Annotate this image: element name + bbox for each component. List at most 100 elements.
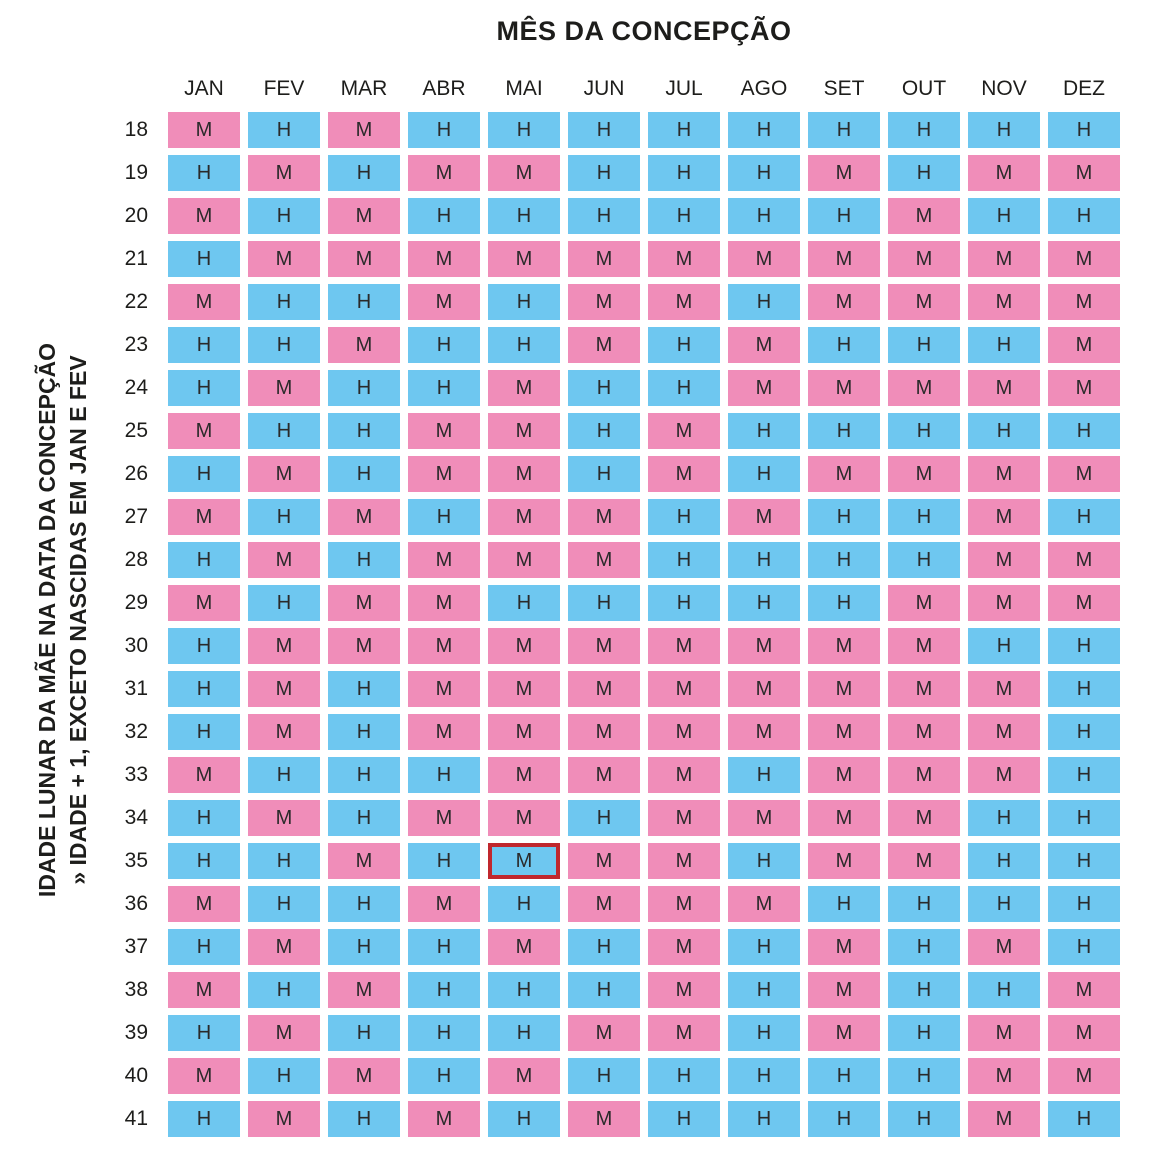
cell-34-abr: M [408, 800, 480, 836]
age-label-26: 26 [124, 462, 148, 485]
cell-29-fev: H [248, 585, 320, 621]
cell-23-set: H [808, 327, 880, 363]
age-label-28: 28 [124, 548, 148, 571]
cell-19-mai: M [488, 155, 560, 191]
cell-20-mai: H [488, 198, 560, 234]
cell-33-jul: M [648, 757, 720, 793]
cell-27-nov: M [968, 499, 1040, 535]
cell-30-jul: M [648, 628, 720, 664]
cell-19-fev: M [248, 155, 320, 191]
cell-38-jan: M [168, 972, 240, 1008]
cell-38-mar: M [328, 972, 400, 1008]
age-label-23: 23 [124, 333, 148, 356]
cell-32-nov: M [968, 714, 1040, 750]
cell-22-fev: H [248, 284, 320, 320]
cell-41-mar: H [328, 1101, 400, 1137]
cell-18-nov: H [968, 112, 1040, 148]
cell-33-mai: M [488, 757, 560, 793]
cell-41-out: H [888, 1101, 960, 1137]
age-label-40: 40 [124, 1064, 148, 1087]
cell-37-dez: H [1048, 929, 1120, 965]
age-label-18: 18 [124, 118, 148, 141]
cell-23-fev: H [248, 327, 320, 363]
cell-19-dez: M [1048, 155, 1120, 191]
y-axis-label-line1: IDADE LUNAR DA MÃE NA DATA DA CONCEPÇÃO [34, 342, 60, 898]
cell-23-jul: H [648, 327, 720, 363]
cell-30-set: M [808, 628, 880, 664]
cell-21-ago: M [728, 241, 800, 277]
month-header-set: SET [823, 77, 865, 100]
cell-27-ago: M [728, 499, 800, 535]
cell-23-ago: M [728, 327, 800, 363]
cell-41-fev: M [248, 1101, 320, 1137]
cell-39-fev: M [248, 1015, 320, 1051]
cell-23-jun: M [568, 327, 640, 363]
cell-20-abr: H [408, 198, 480, 234]
cell-26-out: M [888, 456, 960, 492]
cell-19-ago: H [728, 155, 800, 191]
cell-19-jul: H [648, 155, 720, 191]
cell-23-out: H [888, 327, 960, 363]
cell-35-ago: H [728, 843, 800, 879]
cell-32-set: M [808, 714, 880, 750]
cell-22-jun: M [568, 284, 640, 320]
cell-41-mai: H [488, 1101, 560, 1137]
cell-29-mai: H [488, 585, 560, 621]
age-label-31: 31 [124, 677, 148, 700]
cell-36-mai: H [488, 886, 560, 922]
cell-38-jul: M [648, 972, 720, 1008]
cell-19-nov: M [968, 155, 1040, 191]
cell-32-abr: M [408, 714, 480, 750]
cell-40-fev: H [248, 1058, 320, 1094]
cell-26-ago: H [728, 456, 800, 492]
month-header-ago: AGO [740, 77, 788, 100]
age-label-38: 38 [124, 978, 148, 1001]
cell-40-jun: H [568, 1058, 640, 1094]
cell-24-set: M [808, 370, 880, 406]
cell-36-mar: H [328, 886, 400, 922]
cell-31-jul: M [648, 671, 720, 707]
cell-39-jul: M [648, 1015, 720, 1051]
cell-22-ago: H [728, 284, 800, 320]
cell-25-dez: H [1048, 413, 1120, 449]
cell-37-abr: H [408, 929, 480, 965]
cell-23-abr: H [408, 327, 480, 363]
cell-39-out: H [888, 1015, 960, 1051]
cell-34-dez: H [1048, 800, 1120, 836]
month-header-mai: MAI [505, 77, 543, 100]
cell-29-nov: M [968, 585, 1040, 621]
cell-28-jul: H [648, 542, 720, 578]
cell-23-nov: H [968, 327, 1040, 363]
cell-41-abr: M [408, 1101, 480, 1137]
cell-39-mar: H [328, 1015, 400, 1051]
age-label-29: 29 [124, 591, 148, 614]
cell-40-nov: M [968, 1058, 1040, 1094]
cell-30-mar: M [328, 628, 400, 664]
cell-39-jan: H [168, 1015, 240, 1051]
cell-32-mai: M [488, 714, 560, 750]
cell-28-set: H [808, 542, 880, 578]
cell-22-mar: H [328, 284, 400, 320]
age-label-41: 41 [124, 1107, 148, 1130]
cell-30-abr: M [408, 628, 480, 664]
cell-34-mai: M [488, 800, 560, 836]
cell-37-out: H [888, 929, 960, 965]
cell-30-jun: M [568, 628, 640, 664]
cell-31-nov: M [968, 671, 1040, 707]
cell-26-nov: M [968, 456, 1040, 492]
cell-27-jul: H [648, 499, 720, 535]
cell-28-mai: M [488, 542, 560, 578]
y-axis-label-line2: » IDADE + 1, EXCETO NASCIDAS EM JAN E FE… [65, 355, 91, 885]
cell-39-set: M [808, 1015, 880, 1051]
cell-37-ago: H [728, 929, 800, 965]
cell-27-mai: M [488, 499, 560, 535]
cell-18-fev: H [248, 112, 320, 148]
month-header-out: OUT [901, 77, 947, 100]
age-label-27: 27 [124, 505, 148, 528]
cell-25-ago: H [728, 413, 800, 449]
cell-25-jun: H [568, 413, 640, 449]
cell-19-jun: H [568, 155, 640, 191]
cell-20-set: H [808, 198, 880, 234]
cell-38-set: M [808, 972, 880, 1008]
cell-34-nov: H [968, 800, 1040, 836]
